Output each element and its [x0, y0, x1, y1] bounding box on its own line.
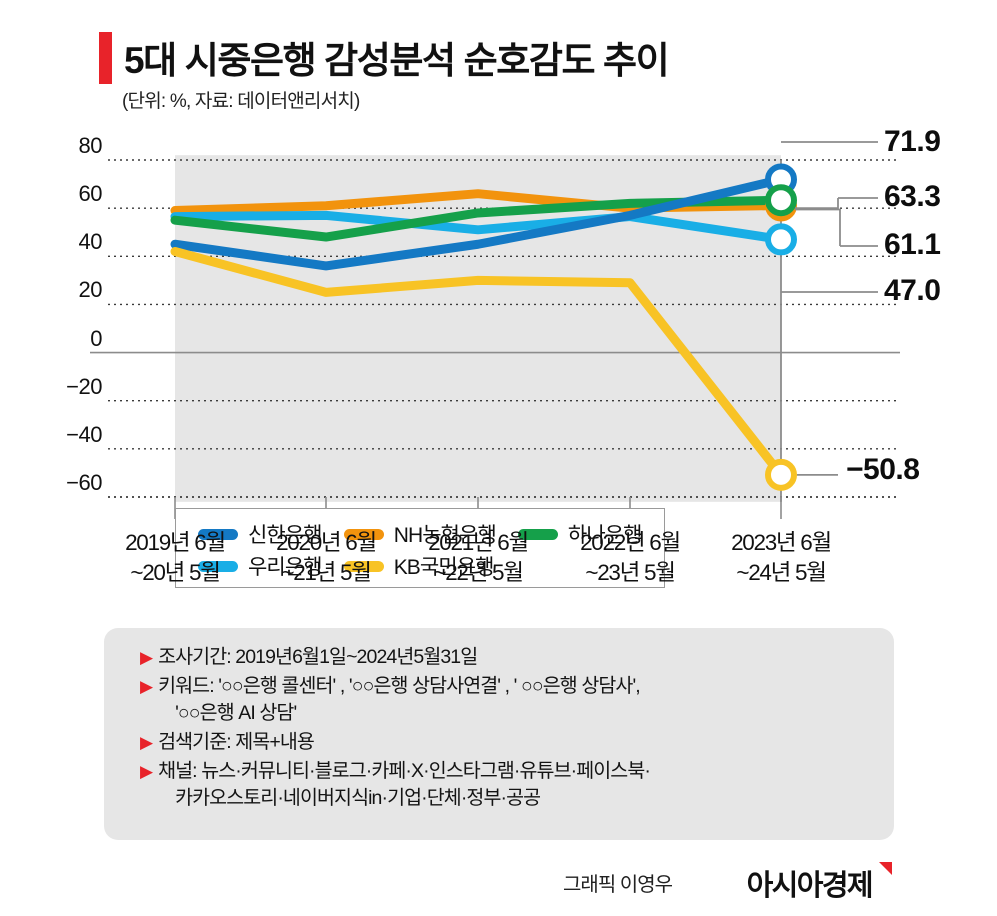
x-tick-label-line2: ~21년 5월 [281, 560, 372, 585]
x-tick-label-line1: 2020년 6월 [276, 530, 377, 555]
credit-brand: 아시아경제 [746, 870, 874, 902]
value-label-3: 47.0 [884, 274, 941, 307]
note-bullet-icon: ▶ [140, 648, 154, 667]
title-accent-bar [99, 32, 112, 84]
endpoint-marker-하나은행 [765, 184, 797, 217]
legend-swatch-icon [343, 528, 384, 540]
x-tick-label-line1: 2022년 6월 [580, 530, 681, 555]
legend-label: 우리은행 [248, 556, 323, 579]
note-text: 키워드: '○○은행 콜센터' , '○○은행 상담사연결' , ' ○○은행 … [158, 675, 641, 697]
x-tick-label-line2: ~23년 5월 [585, 560, 676, 585]
note-body: 조사기간: 2019년6월1일~2024년5월31일 [158, 644, 478, 671]
y-tick-label-20: 20 [78, 277, 103, 303]
x-tick-label-2: 2021년 6월 ~22년 5월 [383, 528, 573, 588]
note-text-continued: 카카오스토리·네이버지식in·기업·단체·정부·공공 [175, 787, 541, 809]
note-text: 조사기간: 2019년6월1일~2024년5월31일 [158, 646, 478, 668]
x-tick-label-line2: ~20년 5월 [130, 560, 221, 585]
note-bullet-icon: ▶ [140, 733, 154, 752]
legend-row-0: 신한은행 NH농협은행 하나은행 [198, 518, 664, 550]
credit-author: 그래픽 이영우 [563, 874, 673, 896]
legend-swatch-icon [198, 560, 238, 572]
legend-item-우리은행[interactable]: 우리은행 [198, 551, 323, 581]
methodology-note-box: ▶ 조사기간: 2019년6월1일~2024년5월31일 ▶ 키워드: '○○은행 콜… [104, 628, 894, 840]
series-line-KB국민은행 [170, 246, 786, 480]
note-bullet-icon: ▶ [140, 677, 154, 696]
x-tick-label-0: 2019년 6월 ~20년 5월 [80, 528, 270, 588]
x-axis-tick-labels: 2019년 6월 ~20년 5월 2020년 6월 ~21년 5월 2021년 6월 ~2… [0, 528, 997, 608]
leader-line-63.3 [795, 198, 839, 210]
note-body: 채널: 뉴스·커뮤니티·블로그·카페·X·인스타그램·유튜브·페이스북· 카카오스… [158, 758, 651, 812]
value-label-2: 61.1 [884, 228, 941, 261]
legend-label: NH농협은행 [393, 524, 497, 547]
note-text: 검색기준: 제목+내용 [158, 731, 315, 753]
chart-plot-area: 80 60 40 20 0 −20 −40 −60 71.9 63.3 61.1 47.0 −50.8… [0, 120, 997, 588]
line-chart-svg [90, 141, 900, 519]
note-bullet-icon: ▶ [140, 762, 154, 781]
chart-subtitle: (단위: %, 자료: 데이터앤리서치) [122, 91, 360, 112]
legend-label: 하나은행 [567, 524, 643, 547]
legend-swatch-icon [198, 528, 238, 540]
series-line-신한은행 [170, 174, 786, 271]
value-label-1: 63.3 [884, 180, 941, 213]
legend-swatch-icon [517, 528, 558, 540]
series-line-우리은행 [170, 210, 786, 244]
y-tick-label-40: 40 [78, 229, 103, 255]
header: 5대 시중은행 감성분석 순호감도 추이 (단위: %, 자료: 데이터앤리서치… [0, 0, 997, 120]
note-body: 검색기준: 제목+내용 [158, 729, 315, 756]
y-tick-label--20: −20 [66, 373, 102, 399]
legend-label: KB국민은행 [393, 556, 495, 579]
x-tick-label-line2: ~22년 5월 [433, 560, 524, 585]
x-tick-label-line1: 2023년 6월 [731, 530, 832, 555]
note-item-2: ▶ 검색기준: 제목+내용 [140, 729, 872, 756]
legend-label: 신한은행 [248, 524, 323, 547]
brand-mark-icon [879, 862, 892, 875]
legend-item-하나은행[interactable]: 하나은행 [517, 519, 643, 549]
y-tick-label-80: 80 [78, 133, 103, 158]
legend-swatch-icon [343, 560, 384, 572]
note-text-continued: '○○은행 AI 상담' [175, 702, 297, 724]
y-tick-label--40: −40 [66, 421, 102, 447]
note-body: 키워드: '○○은행 콜센터' , '○○은행 상담사연결' , ' ○○은행 … [158, 673, 641, 727]
y-tick-label-60: 60 [78, 181, 103, 207]
x-tick-label-1: 2020년 6월 ~21년 5월 [231, 528, 421, 588]
x-tick-label-4: 2023년 6월 ~24년 5월 [686, 528, 876, 588]
y-tick-label-0: 0 [90, 325, 102, 351]
x-tick-label-line2: ~24년 5월 [736, 560, 827, 585]
legend-item-NH농협은행[interactable]: NH농협은행 [343, 519, 497, 549]
endpoint-marker-우리은행 [765, 223, 797, 256]
value-label-4: −50.8 [846, 452, 920, 486]
x-tick-label-3: 2022년 6월 ~23년 5월 [535, 528, 725, 588]
value-label-0: 71.9 [884, 125, 941, 158]
endpoint-marker-KB국민은행 [765, 458, 797, 491]
legend-item-KB국민은행[interactable]: KB국민은행 [343, 551, 495, 581]
note-item-3: ▶ 채널: 뉴스·커뮤니티·블로그·카페·X·인스타그램·유튜브·페이스북· 카카오… [140, 758, 872, 812]
note-text: 채널: 뉴스·커뮤니티·블로그·카페·X·인스타그램·유튜브·페이스북· [158, 760, 651, 782]
note-item-1: ▶ 키워드: '○○은행 콜센터' , '○○은행 상담사연결' , ' ○○은행… [140, 673, 872, 727]
x-tick-label-line1: 2021년 6월 [428, 530, 529, 555]
y-tick-label--60: −60 [66, 470, 102, 495]
page-title: 5대 시중은행 감성분석 순호감도 추이 [124, 40, 670, 81]
credit-line: 그래픽 이영우 아시아경제 [560, 858, 900, 906]
legend-item-신한은행[interactable]: 신한은행 [198, 519, 323, 549]
note-item-0: ▶ 조사기간: 2019년6월1일~2024년5월31일 [140, 644, 872, 671]
legend-row-1: 우리은행 KB국민은행 [198, 550, 664, 582]
x-tick-label-line1: 2019년 6월 [125, 530, 226, 555]
leader-line-61.1 [795, 208, 841, 246]
